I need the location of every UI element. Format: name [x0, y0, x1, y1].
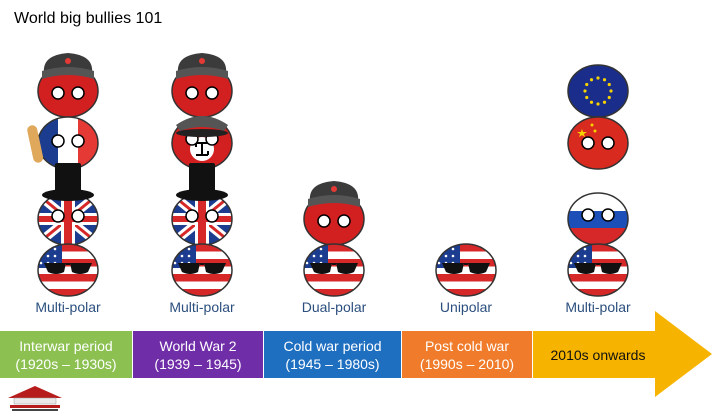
period-name: Post cold war: [424, 337, 510, 354]
china-ball: [567, 116, 629, 170]
usa-ball: [37, 243, 99, 297]
period-name: World War 2: [159, 337, 237, 354]
period-name: 2010s onwards: [550, 346, 646, 363]
ussr-ball: [37, 53, 99, 118]
usa-ball: [303, 243, 365, 297]
period-years: (1920s – 1930s): [15, 355, 117, 372]
page-title: World big bullies 101: [14, 10, 163, 27]
uk-ball: [171, 163, 233, 246]
watermark-logo: [8, 386, 62, 411]
polarity-label: Dual-polar: [301, 299, 367, 315]
period-name: Cold war period: [283, 337, 382, 354]
period-segment: Interwar period (1920s – 1930s): [0, 331, 133, 378]
period-years: (1939 – 1945): [154, 355, 242, 372]
period-segment: World War 2 (1939 – 1945): [133, 331, 264, 378]
polarity-label: Multi-polar: [35, 299, 101, 315]
usa-ball: [435, 243, 497, 297]
period-years: (1945 – 1980s): [285, 355, 380, 372]
polarity-label: Multi-polar: [565, 299, 631, 315]
germany-ball: [171, 116, 233, 170]
period-segment: Cold war period (1945 – 1980s): [264, 331, 402, 378]
period-segment: Post cold war (1990s – 2010): [402, 331, 533, 378]
uk-ball: [37, 163, 99, 246]
period-name: Interwar period: [19, 337, 113, 354]
usa-ball: [567, 243, 629, 297]
russia-ball: [567, 192, 629, 246]
period-years: (1990s – 2010): [419, 355, 515, 372]
usa-ball: [171, 243, 233, 297]
period-segment: 2010s onwards: [533, 331, 663, 378]
ussr-ball: [171, 53, 233, 118]
ussr-ball: [303, 181, 365, 246]
polarity-label: Unipolar: [439, 299, 493, 315]
polarity-label: Multi-polar: [169, 299, 235, 315]
france-ball: [27, 116, 99, 170]
eu-ball: [567, 64, 629, 118]
timeline-arrow: [533, 311, 712, 397]
